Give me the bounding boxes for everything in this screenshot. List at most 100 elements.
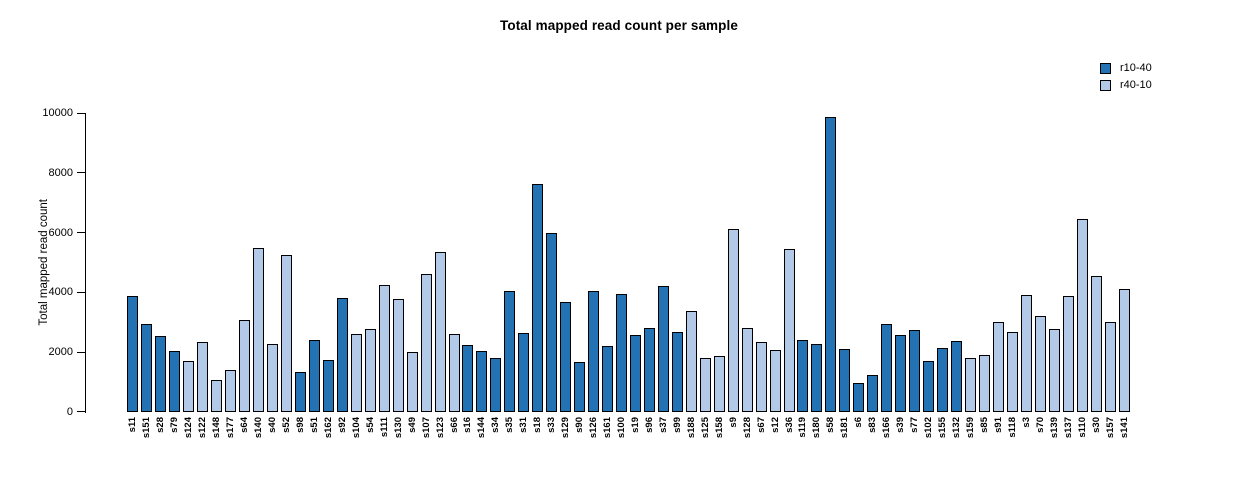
x-tick-label-s162: s162 [322,417,334,439]
x-tick-label-s177: s177 [225,417,237,439]
bar-s119 [797,340,809,412]
bar-s52 [281,255,293,412]
x-tick-label-s37: s37 [657,417,669,433]
x-tick-label-s102: s102 [923,417,935,439]
bar-s6 [853,383,865,412]
bar-s54 [364,329,376,412]
x-tick-label-s132: s132 [951,417,963,439]
x-tick-label-s144: s144 [476,417,488,439]
y-tick [77,172,85,174]
y-tick-label: 6000 [48,226,73,239]
bar-s66 [448,334,460,412]
x-tick-label-s104: s104 [350,417,362,439]
x-tick-label-s54: s54 [364,417,376,433]
bar-s99 [671,331,683,412]
x-tick-label-s39: s39 [895,417,907,433]
legend: r10-40 r40-10 [1100,62,1152,96]
y-tick [77,291,85,293]
bar-s111 [378,285,390,412]
bar-s90 [574,362,586,412]
bar-s132 [951,340,963,412]
x-tick-label-s96: s96 [643,417,655,433]
bar-s12 [769,350,781,412]
y-tick [77,351,85,353]
legend-label: r40-10 [1120,79,1152,91]
bar-s155 [937,348,949,412]
bar-s85 [978,355,990,412]
bar-s18 [532,184,544,412]
y-tick-label: 8000 [48,166,73,179]
bar-s28 [155,336,167,412]
x-tick-label-s6: s6 [853,417,865,428]
bar-s141 [1118,289,1130,412]
x-tick-label-s100: s100 [616,417,628,439]
bar-s30 [1090,276,1102,412]
legend-swatch-light [1100,80,1111,91]
bar-s123 [434,252,446,412]
bar-s39 [895,335,907,412]
x-tick-label-s111: s111 [378,417,390,438]
x-tick-label-s122: s122 [197,417,209,439]
x-tick-label-s148: s148 [211,417,223,439]
legend-swatch-dark [1100,63,1111,74]
bar-s162 [322,360,334,412]
bar-s188 [685,310,697,412]
y-axis-title-wrap: Total mapped read count [36,113,52,412]
y-tick-label: 0 [66,405,73,418]
bar-s79 [169,350,181,412]
y-tick-label: 2000 [48,346,73,359]
bar-s110 [1076,219,1088,412]
y-axis-line [85,113,86,413]
x-tick-label-s3: s3 [1020,417,1032,428]
x-tick-label-s125: s125 [699,417,711,439]
bar-s130 [392,299,404,412]
x-tick-label-s11: s11 [127,417,139,433]
x-tick-label-s16: s16 [462,417,474,433]
y-tick [77,112,85,114]
x-tick-label-s79: s79 [169,417,181,433]
x-tick-label-s124: s124 [183,417,195,439]
legend-entry-r40-10: r40-10 [1100,79,1152,92]
legend-entry-r10-40: r10-40 [1100,62,1152,75]
bar-s102 [923,360,935,412]
bar-s100 [616,294,628,412]
x-tick-label-s137: s137 [1062,417,1074,439]
bar-s3 [1020,295,1032,412]
x-tick-label-s9: s9 [727,417,739,428]
x-tick-label-s158: s158 [713,417,725,439]
x-tick-label-s98: s98 [294,417,306,433]
x-tick-label-s119: s119 [797,417,809,438]
y-tick-label: 10000 [42,107,73,120]
y-tick [77,232,85,234]
bar-s157 [1104,322,1116,412]
bar-s9 [727,229,739,412]
x-tick-label-s77: s77 [909,417,921,433]
x-tick-label-s52: s52 [281,417,293,433]
x-tick-label-s123: s123 [434,417,446,439]
bar-s144 [476,350,488,412]
bar-s77 [909,330,921,412]
x-tick-label-s34: s34 [490,417,502,433]
bar-s64 [239,320,251,412]
legend-label: r10-40 [1120,62,1152,74]
bar-s58 [825,116,837,412]
x-tick-label-s35: s35 [504,417,516,433]
bar-s125 [699,358,711,412]
x-tick-label-s90: s90 [574,417,586,433]
x-tick-label-s64: s64 [239,417,251,433]
bar-s51 [308,340,320,412]
bar-s139 [1048,329,1060,412]
x-tick-label-s128: s128 [741,417,753,439]
bar-s104 [350,334,362,412]
y-tick-label: 4000 [48,286,73,299]
x-tick-label-s161: s161 [602,417,614,439]
chart-title: Total mapped read count per sample [500,18,738,33]
x-tick-label-s188: s188 [685,417,697,439]
x-tick-label-s107: s107 [420,417,432,439]
x-tick-label-s110: s110 [1076,417,1088,438]
x-tick-label-s166: s166 [881,417,893,439]
bar-s126 [588,290,600,412]
x-tick-label-s31: s31 [518,417,530,433]
bar-s33 [546,232,558,412]
